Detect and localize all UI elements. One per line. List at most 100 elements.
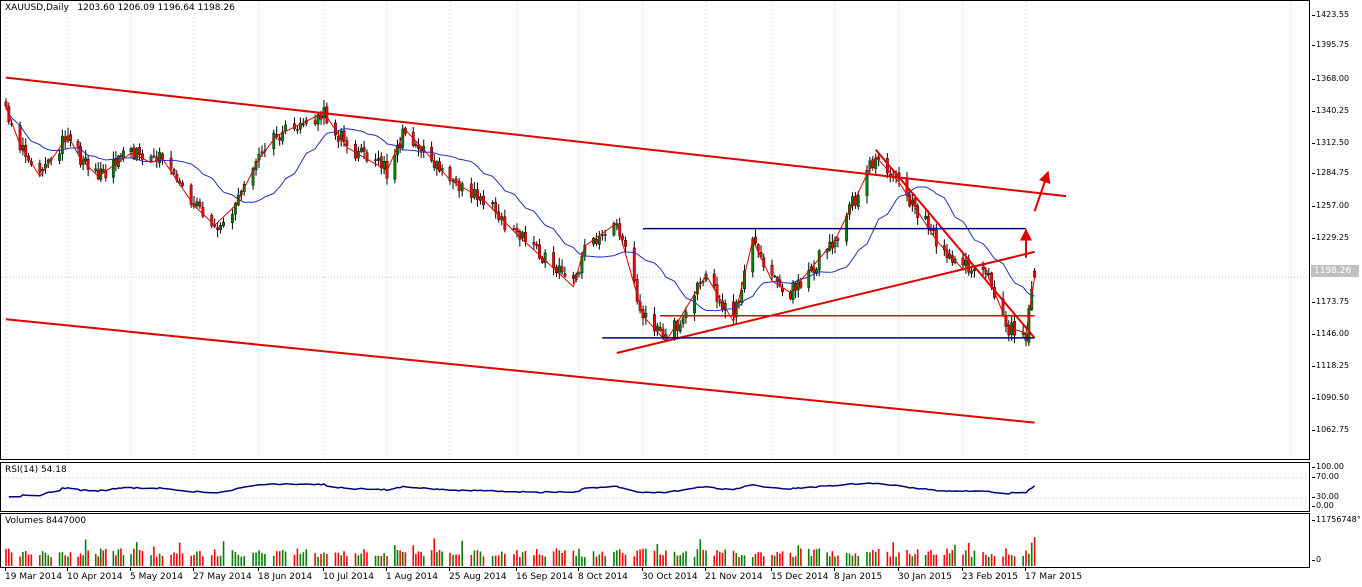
bull-candle xyxy=(111,151,115,184)
candle-body xyxy=(313,120,317,124)
bear-candle xyxy=(632,241,636,285)
bear-candle xyxy=(635,273,639,305)
bear-candle xyxy=(172,167,176,176)
bear-candle xyxy=(571,271,575,284)
candle-body xyxy=(24,144,28,157)
bear-candle xyxy=(754,229,757,245)
candle-body xyxy=(775,277,779,282)
candle-body xyxy=(101,169,105,173)
bull-candle xyxy=(298,117,302,134)
bear-candle xyxy=(658,322,662,332)
candle-body xyxy=(961,257,965,266)
bull-candle xyxy=(557,257,561,279)
candle-body xyxy=(1007,325,1011,336)
candle-body xyxy=(94,168,98,171)
candle-body xyxy=(141,153,144,160)
time-axis-label: 18 Jun 2014 xyxy=(258,568,313,582)
candle-body xyxy=(362,147,366,152)
rsi-pane[interactable]: RSI(14) 54.18 xyxy=(0,462,1310,512)
volume-axis-label: 0 xyxy=(1311,555,1322,564)
bull-candle xyxy=(377,150,380,165)
candle-body xyxy=(149,156,153,161)
candle-body xyxy=(222,221,225,227)
candle-body xyxy=(865,169,869,196)
candle-body xyxy=(678,324,682,332)
price-chart-canvas[interactable] xyxy=(1,1,1310,460)
candle-body xyxy=(345,140,349,146)
candle-body xyxy=(552,252,556,268)
candle-body xyxy=(970,270,973,274)
candle-body xyxy=(557,265,561,274)
bear-candle xyxy=(38,159,42,178)
bear-candle xyxy=(354,140,357,161)
bear-candle xyxy=(552,246,556,276)
current-price-badge: 1198.26 xyxy=(1311,265,1359,277)
price-axis-label: 1312.50 xyxy=(1311,138,1350,147)
candle-body xyxy=(524,232,527,242)
time-axis-label: 10 Jul 2014 xyxy=(323,568,374,582)
price-axis-label: 1062.75 xyxy=(1311,425,1350,434)
bear-candle xyxy=(414,141,418,148)
candle-body xyxy=(560,266,564,273)
ohlc-values: 1203.60 1206.09 1196.64 1198.26 xyxy=(77,3,235,13)
bear-candle xyxy=(275,126,279,140)
candle-body xyxy=(296,129,299,131)
bear-candle xyxy=(104,164,108,182)
bear-candle xyxy=(379,152,383,175)
bear-candle xyxy=(457,178,461,198)
candle-body xyxy=(535,244,539,247)
bear-candle xyxy=(152,148,156,159)
bull-candle xyxy=(58,149,61,165)
time-axis-label: 19 Mar 2014 xyxy=(5,568,63,582)
candle-body xyxy=(251,168,255,186)
bear-candle xyxy=(476,182,479,207)
volume-canvas[interactable] xyxy=(1,514,1310,568)
rsi-canvas[interactable] xyxy=(1,463,1310,512)
bear-candle xyxy=(563,266,567,278)
rsi-axis-label: 100.00 xyxy=(1312,462,1344,471)
candle-body xyxy=(476,189,479,200)
price-grid xyxy=(1,1,1309,459)
bull-candle xyxy=(393,148,397,184)
candle-body xyxy=(740,290,744,303)
rsi-axis-label: 70.00 xyxy=(1312,472,1339,481)
volume-pane[interactable]: Volumes 8447000 xyxy=(0,513,1310,568)
bull-candle xyxy=(84,149,88,165)
price-axis: 1423.55 1395.75 1368.00 1340.25 1312.50 … xyxy=(1311,0,1362,460)
candle-body xyxy=(1013,321,1016,336)
time-axis-label: 30 Jan 2015 xyxy=(898,568,952,582)
candle-body xyxy=(658,327,662,331)
price-axis-label: 1423.55 xyxy=(1311,10,1350,19)
candle-body xyxy=(201,207,205,217)
bull-candle xyxy=(851,192,854,211)
bear-candle xyxy=(398,136,402,153)
trendline xyxy=(616,250,1035,354)
candle-body xyxy=(603,234,607,236)
price-axis-label: 1340.25 xyxy=(1311,106,1350,115)
bear-candle xyxy=(213,218,217,229)
candle-body xyxy=(681,317,685,324)
candle-body xyxy=(807,270,811,288)
candle-body xyxy=(621,235,625,240)
price-axis-label: 1118.25 xyxy=(1311,361,1350,370)
bear-candle xyxy=(210,213,214,229)
bull-candle xyxy=(856,191,860,210)
candle-body xyxy=(751,238,755,273)
bear-candle xyxy=(961,251,965,271)
arrow-up xyxy=(1033,170,1051,212)
candle-body xyxy=(515,228,519,233)
bull-candle xyxy=(577,271,581,278)
bear-candle xyxy=(469,177,473,203)
bull-candle xyxy=(451,177,455,190)
price-chart-pane[interactable]: XAUUSD,Daily 1203.60 1206.09 1196.64 119… xyxy=(0,0,1310,460)
candle-body xyxy=(1021,332,1025,335)
rsi-axis-label: 30.00 xyxy=(1312,492,1339,501)
candle-body xyxy=(298,122,302,130)
bear-candle xyxy=(532,236,536,250)
bear-candle xyxy=(278,134,282,146)
candle-body xyxy=(365,152,369,162)
candle-body xyxy=(612,223,616,236)
candle-body xyxy=(718,301,722,304)
bull-candle xyxy=(472,181,476,200)
bull-candle xyxy=(678,320,682,334)
